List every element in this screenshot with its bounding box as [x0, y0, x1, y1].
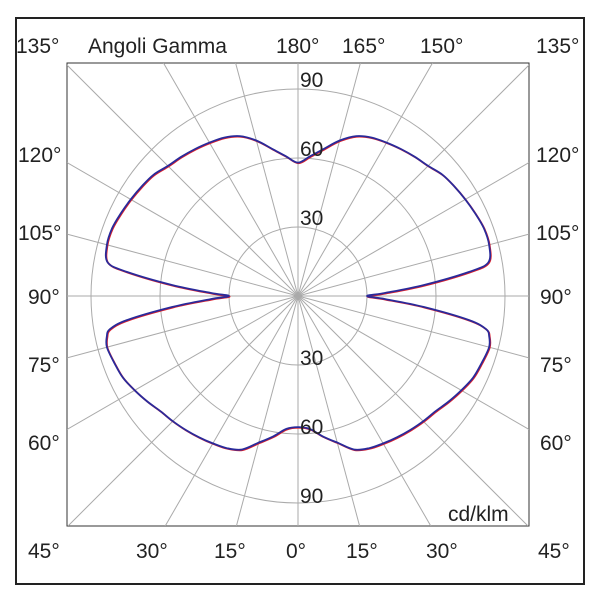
bottom-label-30-left: 30°: [136, 540, 168, 563]
polar-grid: [67, 63, 529, 526]
top-label-135-right: 135°: [536, 35, 579, 58]
bottom-label-15-left: 15°: [214, 540, 246, 563]
left-labels: 120° 105° 90° 75° 60°: [18, 144, 61, 455]
bottom-labels: 45° 30° 15° 0° 15° 30° 45°: [28, 540, 570, 563]
grid-spoke-315: [67, 295, 299, 526]
left-label-90: 90°: [28, 286, 60, 309]
left-label-60: 60°: [28, 432, 60, 455]
bottom-label-45-right: 45°: [538, 540, 570, 563]
grid-spoke-150: [297, 63, 433, 297]
right-label-90: 90°: [540, 286, 572, 309]
grid-spoke-330: [164, 295, 299, 526]
outer-frame: [15, 17, 585, 585]
grid-spoke-225: [67, 64, 299, 297]
chart-title: Angoli Gamma: [88, 35, 227, 58]
radial-labels: 90 60 30 30 60 90: [300, 69, 323, 508]
grid-spoke-60: [297, 295, 529, 430]
curves: [104, 135, 492, 452]
radial-label-60-top: 60: [300, 138, 323, 161]
radial-label-90-top: 90: [300, 69, 323, 92]
right-labels: 120° 105° 90° 75° 60°: [536, 144, 579, 455]
grid-spoke-255: [67, 233, 299, 297]
bottom-label-30-right: 30°: [426, 540, 458, 563]
grid-spoke-195: [235, 63, 299, 297]
grid-spoke-240: [67, 162, 299, 297]
right-label-60: 60°: [540, 432, 572, 455]
radial-label-30-top: 30: [300, 207, 323, 230]
bottom-label-45-left: 45°: [28, 540, 60, 563]
grid-spoke-120: [297, 162, 529, 297]
grid-spoke-30: [297, 295, 432, 526]
right-label-75: 75°: [540, 354, 572, 377]
series-curve-1: [104, 135, 492, 451]
grid-spoke-285: [67, 295, 299, 359]
top-label-180: 180°: [276, 35, 319, 58]
grid-spoke-105: [297, 233, 529, 297]
top-label-150: 150°: [420, 35, 463, 58]
right-label-120: 120°: [536, 144, 579, 167]
radial-label-30-bottom: 30: [300, 347, 323, 370]
unit-label: cd/klm: [448, 503, 509, 526]
grid-spoke-300: [67, 295, 299, 430]
grid-spoke-15: [297, 295, 361, 526]
top-label-165: 165°: [342, 35, 385, 58]
left-label-120: 120°: [18, 144, 61, 167]
radial-label-60-bottom: 60: [300, 416, 323, 439]
grid-spoke-45: [297, 295, 529, 526]
grid-spoke-345: [235, 295, 299, 526]
top-label-135-left: 135°: [16, 35, 59, 58]
bottom-label-0: 0°: [286, 540, 306, 563]
grid-spoke-135: [297, 64, 529, 297]
radial-label-90-bottom: 90: [300, 485, 323, 508]
right-label-105: 105°: [536, 222, 579, 245]
bottom-label-15-right: 15°: [346, 540, 378, 563]
top-labels: 135° Angoli Gamma 180° 165° 150° 135°: [16, 35, 579, 58]
grid-spoke-165: [297, 63, 361, 297]
left-label-75: 75°: [28, 354, 60, 377]
left-label-105: 105°: [18, 222, 61, 245]
grid-spoke-210: [163, 63, 299, 297]
